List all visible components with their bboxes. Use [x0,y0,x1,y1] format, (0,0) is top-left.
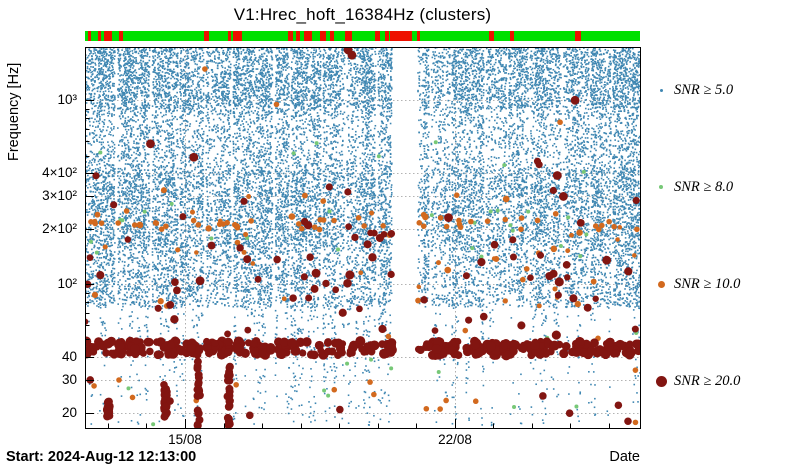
y-tick-label: 10² [57,276,77,292]
status-red-segment [375,31,381,41]
y-axis-label: Frequency [Hz] [6,62,22,162]
status-red-segment [510,31,514,41]
status-red-segment [233,31,243,41]
x-axis-label: Date [609,449,640,465]
y-tick-label: 20 [61,404,77,420]
start-timestamp: Start: 2024-Aug-12 12:13:00 [6,449,197,465]
status-bar [85,31,640,41]
legend-entry: SNR ≥ 20.0 [648,371,740,391]
status-red-segment [228,31,231,41]
status-red-segment [319,31,326,41]
legend: SNR ≥ 5.0 SNR ≥ 8.0 SNR ≥ 10.0 SNR ≥ 20.0 [648,0,805,472]
legend-marker [659,88,663,92]
y-tick-label: 30 [61,372,77,388]
legend-marker [658,184,664,190]
status-red-segment [385,31,390,41]
status-red-segment [203,31,209,41]
x-tick-label: 15/08 [168,432,202,447]
status-red-segment [304,31,312,41]
status-red-segment [87,31,92,41]
legend-label: SNR ≥ 8.0 [674,178,734,195]
status-red-segment [575,31,582,41]
y-tick-label: 3×10² [42,188,77,204]
legend-entry: SNR ≥ 10.0 [648,274,740,294]
status-red-segment [97,31,102,41]
status-red-segment [416,31,420,41]
legend-marker-box [648,375,674,387]
status-red-segment [118,31,123,41]
status-red-segment [288,31,294,41]
status-red-segment [489,31,495,41]
status-red-segment [103,31,113,41]
y-tick-label: 40 [61,349,77,365]
y-tick-label: 10³ [57,92,77,108]
y-tick-label: 4×10² [42,165,77,181]
legend-entry: SNR ≥ 8.0 [648,177,733,197]
legend-marker [655,375,667,387]
legend-marker [657,280,665,288]
legend-marker-box [648,184,674,190]
y-tick-label: 2×10² [42,220,77,236]
legend-label: SNR ≥ 10.0 [674,275,741,292]
legend-marker-box [648,280,674,288]
status-red-segment [295,31,300,41]
plot-title: V1:Hrec_hoft_16384Hz (clusters) [233,5,492,24]
legend-marker-box [648,88,674,92]
legend-label: SNR ≥ 5.0 [674,81,734,98]
legend-entry: SNR ≥ 5.0 [648,80,733,100]
status-red-segment [344,31,352,41]
status-red-segment [329,31,334,41]
legend-label: SNR ≥ 20.0 [674,372,741,389]
status-red-segment [390,31,413,41]
x-tick-label: 22/08 [438,432,472,447]
